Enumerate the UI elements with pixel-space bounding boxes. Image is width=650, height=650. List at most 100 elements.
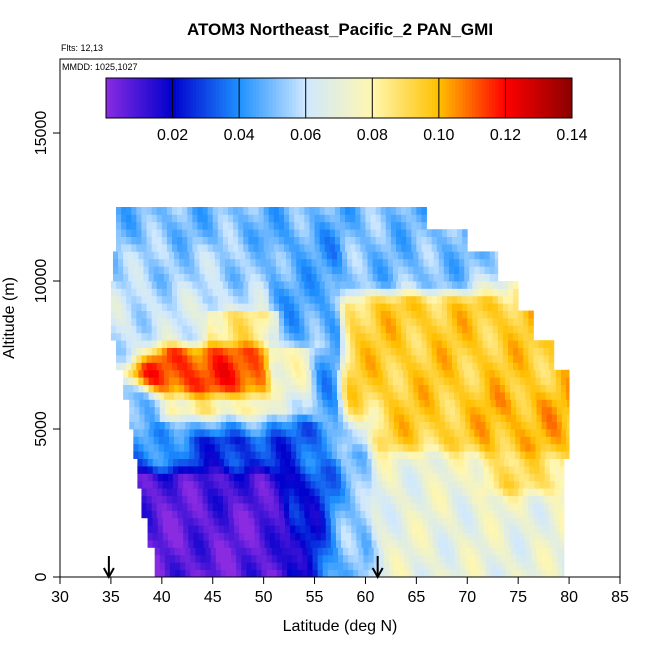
- heatmap-cell: [446, 310, 453, 319]
- heatmap-cell: [478, 466, 484, 474]
- heatmap-cell: [327, 547, 334, 556]
- heatmap-cell: [387, 258, 394, 267]
- colorbar-segment: [482, 78, 486, 118]
- heatmap-cell: [249, 517, 255, 526]
- heatmap-cell: [258, 340, 265, 348]
- heatmap-cell: [539, 525, 546, 533]
- heatmap-cell: [209, 392, 216, 400]
- heatmap-cell: [296, 429, 302, 437]
- colorbar-segment: [169, 78, 174, 118]
- heatmap-cell: [513, 281, 519, 289]
- heatmap-cell: [174, 436, 180, 445]
- heatmap-cell: [413, 251, 419, 260]
- heatmap-cell: [309, 510, 315, 519]
- heatmap-cell: [299, 503, 305, 511]
- heatmap-cell: [340, 495, 346, 504]
- heatmap-cell: [299, 332, 305, 341]
- heatmap-cell: [275, 369, 282, 378]
- heatmap-cell: [469, 451, 475, 459]
- heatmap-cell: [329, 229, 336, 237]
- heatmap-cell: [366, 540, 372, 548]
- heatmap-cell: [518, 318, 524, 326]
- heatmap-cell: [259, 517, 266, 526]
- heatmap-cell: [352, 443, 358, 452]
- heatmap-cell: [319, 495, 326, 504]
- heatmap-cell: [172, 303, 178, 311]
- heatmap-cell: [348, 547, 354, 556]
- heatmap-cell: [291, 443, 297, 452]
- colorbar-segment: [548, 78, 553, 118]
- heatmap-cell: [489, 429, 496, 437]
- heatmap-cell: [228, 303, 234, 311]
- heatmap-cell: [358, 569, 364, 578]
- heatmap-cell: [263, 295, 270, 304]
- heatmap-cell: [561, 421, 568, 430]
- heatmap-cell: [541, 562, 548, 570]
- heatmap-cell: [116, 340, 122, 348]
- heatmap-cell: [238, 495, 244, 504]
- heatmap-cell: [245, 443, 251, 452]
- heatmap-cell: [414, 562, 420, 570]
- heatmap-cell: [148, 273, 155, 282]
- heatmap-cell: [219, 436, 226, 445]
- heatmap-cell: [202, 281, 209, 289]
- heatmap-cell: [319, 221, 326, 230]
- heatmap-cell: [273, 340, 280, 348]
- heatmap-cell: [409, 399, 415, 408]
- heatmap-cell: [347, 377, 353, 385]
- heatmap-cell: [126, 347, 132, 356]
- heatmap-cell: [452, 332, 458, 341]
- heatmap-cell: [431, 244, 438, 252]
- heatmap-cell: [253, 244, 259, 252]
- heatmap-cell: [197, 214, 203, 223]
- heatmap-cell: [281, 414, 288, 422]
- heatmap-cell: [121, 214, 127, 223]
- heatmap-cell: [342, 392, 348, 400]
- heatmap-cell: [172, 310, 178, 319]
- heatmap-cell: [390, 221, 397, 230]
- heatmap-cell: [156, 355, 163, 363]
- heatmap-cell: [178, 532, 184, 541]
- heatmap-cell: [294, 207, 300, 215]
- heatmap-cell: [319, 355, 326, 363]
- heatmap-cell: [446, 244, 453, 252]
- heatmap-cell: [531, 414, 537, 422]
- heatmap-cell: [505, 414, 512, 422]
- heatmap-cell: [482, 347, 489, 356]
- heatmap-cell: [421, 303, 427, 311]
- colorbar-segment: [285, 78, 290, 118]
- heatmap-cell: [319, 288, 326, 297]
- heatmap-cell: [350, 288, 356, 297]
- heatmap-cell: [437, 473, 444, 482]
- heatmap-cell: [265, 377, 272, 385]
- heatmap-cell: [351, 480, 357, 489]
- heatmap-cell: [360, 214, 366, 223]
- heatmap-cell: [163, 443, 170, 452]
- heatmap-cell: [230, 369, 236, 378]
- heatmap-cell: [464, 369, 470, 378]
- heatmap-cell: [426, 347, 433, 356]
- heatmap-cell: [116, 295, 122, 304]
- heatmap-cell: [391, 517, 398, 526]
- heatmap-cell: [177, 310, 183, 319]
- heatmap-cell: [441, 288, 448, 297]
- heatmap-cell: [212, 325, 219, 334]
- heatmap-cell: [273, 355, 280, 363]
- heatmap-cell: [280, 258, 287, 267]
- heatmap-cell: [411, 207, 417, 215]
- heatmap-cell: [156, 214, 163, 223]
- colorbar-segment: [475, 78, 480, 118]
- heatmap-cell: [334, 355, 341, 363]
- heatmap-cell: [270, 443, 277, 452]
- heatmap-cell: [210, 554, 217, 563]
- heatmap-cell: [396, 236, 402, 245]
- heatmap-cell: [314, 288, 321, 297]
- heatmap-cell: [142, 480, 148, 489]
- heatmap-cell: [538, 347, 545, 356]
- heatmap-cell: [488, 525, 495, 533]
- heatmap-cell: [368, 406, 374, 415]
- heatmap-cell: [351, 517, 357, 526]
- heatmap-cell: [195, 406, 201, 415]
- heatmap-cell: [340, 303, 346, 311]
- heatmap-cell: [362, 273, 368, 282]
